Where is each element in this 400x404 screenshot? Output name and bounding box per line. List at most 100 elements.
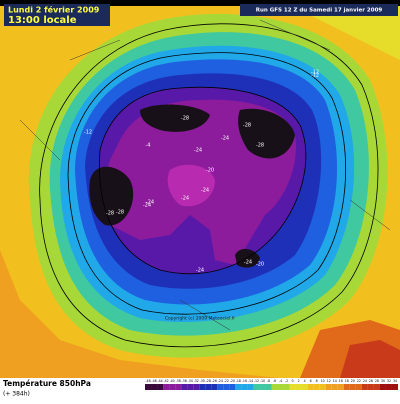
- legend-swatch: [289, 384, 296, 390]
- legend-tick-label: 2: [298, 379, 300, 383]
- legend-tick-label: -14: [248, 379, 253, 383]
- legend-tick-label: -6: [273, 379, 276, 383]
- legend-tick-label: -26: [212, 379, 217, 383]
- legend-swatch: [241, 384, 248, 390]
- legend-swatch: [181, 384, 188, 390]
- legend-swatch: [199, 384, 206, 390]
- legend-tick-label: -20: [230, 379, 235, 383]
- legend-swatch: [277, 384, 284, 390]
- legend-tick-label: 18: [345, 379, 349, 383]
- footer-lead: (+ 384h): [3, 391, 30, 398]
- legend-tick-label: -2: [285, 379, 288, 383]
- run: Run GFS 12 Z du Samedi 17 janvier 2009: [256, 8, 383, 14]
- contour-label: -28: [243, 123, 251, 129]
- legend-tick-label: -46: [151, 379, 156, 383]
- copyright: Copyright (c) 2009 Meteociel.fr: [165, 316, 235, 322]
- legend-swatch: [253, 384, 260, 390]
- legend-swatch: [379, 384, 386, 390]
- legend-tick-label: -18: [236, 379, 241, 383]
- legend-swatch: [361, 384, 368, 390]
- legend-swatch: [391, 384, 398, 390]
- legend-swatch: [271, 384, 278, 390]
- contour-label: -24: [146, 200, 154, 206]
- legend-swatch: [337, 384, 344, 390]
- legend-swatch: [325, 384, 332, 390]
- legend-swatch: [385, 384, 392, 390]
- contour-label: -12: [84, 130, 92, 136]
- legend-tick-label: -48: [145, 379, 150, 383]
- legend-swatch: [151, 384, 158, 390]
- legend-swatch: [355, 384, 362, 390]
- legend-swatch: [145, 384, 152, 390]
- legend-tick-label: -34: [188, 379, 193, 383]
- legend-tick-label: -28: [206, 379, 211, 383]
- legend-tick-label: 10: [321, 379, 325, 383]
- contour-label: -12: [311, 73, 319, 79]
- legend-tick-label: 24: [363, 379, 367, 383]
- contour-label: -4: [146, 143, 151, 149]
- legend-tick-label: 12: [327, 379, 331, 383]
- legend-swatch: [373, 384, 380, 390]
- footer-title: Température 850hPa: [3, 379, 91, 388]
- legend-tick-label: -8: [267, 379, 270, 383]
- contour-labels: -28-28-28-24-28-24-12-12-4-24-24-24-28-2…: [84, 70, 319, 274]
- legend-swatch: [187, 384, 194, 390]
- legend-tick-label: -30: [200, 379, 205, 383]
- legend-swatch: [157, 384, 164, 390]
- legend-tick-label: -24: [218, 379, 223, 383]
- contour-label: -24: [181, 196, 189, 202]
- legend-tick-label: 4: [304, 379, 306, 383]
- date: Lundi 2 février 2009: [8, 5, 100, 15]
- legend-swatch: [193, 384, 200, 390]
- legend-tick-label: 6: [310, 379, 312, 383]
- legend-swatch: [313, 384, 320, 390]
- legend-tick-label: -16: [242, 379, 247, 383]
- contour-label: -24: [196, 268, 204, 274]
- contour-label: -28: [106, 211, 114, 217]
- legend-swatch: [211, 384, 218, 390]
- contour-label: -28: [181, 116, 189, 122]
- legend-swatch: [247, 384, 254, 390]
- legend-swatch: [223, 384, 230, 390]
- legend-tick-label: -10: [260, 379, 265, 383]
- time: 13:00 locale: [8, 15, 77, 26]
- legend-tick-label: 34: [393, 379, 397, 383]
- run-box: [240, 4, 398, 16]
- legend-tick-label: 28: [375, 379, 379, 383]
- legend-swatch: [169, 384, 176, 390]
- contour-label: -28: [256, 143, 264, 149]
- legend-swatch: [229, 384, 236, 390]
- legend-swatch: [217, 384, 224, 390]
- legend-tick-label: -38: [176, 379, 181, 383]
- contour-label: -20: [206, 168, 214, 174]
- contour-label: -24: [194, 148, 202, 154]
- legend-swatch: [175, 384, 182, 390]
- legend-swatch: [343, 384, 350, 390]
- legend-tick-label: 32: [387, 379, 391, 383]
- legend-tick-label: -42: [163, 379, 168, 383]
- legend-swatch: [259, 384, 266, 390]
- legend-tick-label: 30: [381, 379, 385, 383]
- legend-tick-label: 26: [369, 379, 373, 383]
- legend-tick-label: -22: [224, 379, 229, 383]
- legend-swatch: [265, 384, 272, 390]
- legend-swatch: [301, 384, 308, 390]
- contour-label: -24: [143, 203, 151, 209]
- legend-swatch: [319, 384, 326, 390]
- contour-label: -12: [311, 70, 319, 76]
- contour-label: -20: [256, 262, 264, 268]
- header-bar: [0, 0, 400, 6]
- legend: -48 -46 -44 -42 -40 -38 -36 -34 -32 -30 -28 -26 -24-…: [145, 379, 398, 390]
- contour-label: -24: [244, 260, 252, 266]
- legend-tick-label: -32: [194, 379, 199, 383]
- legend-swatch: [349, 384, 356, 390]
- legend-tick-label: -44: [157, 379, 162, 383]
- contour-label: -24: [201, 188, 209, 194]
- date-box: [4, 4, 110, 26]
- legend-swatch: [331, 384, 338, 390]
- legend-tick-label: 8: [316, 379, 318, 383]
- legend-tick-label: 16: [339, 379, 343, 383]
- legend-swatch: [205, 384, 212, 390]
- legend-tick-label: -4: [279, 379, 282, 383]
